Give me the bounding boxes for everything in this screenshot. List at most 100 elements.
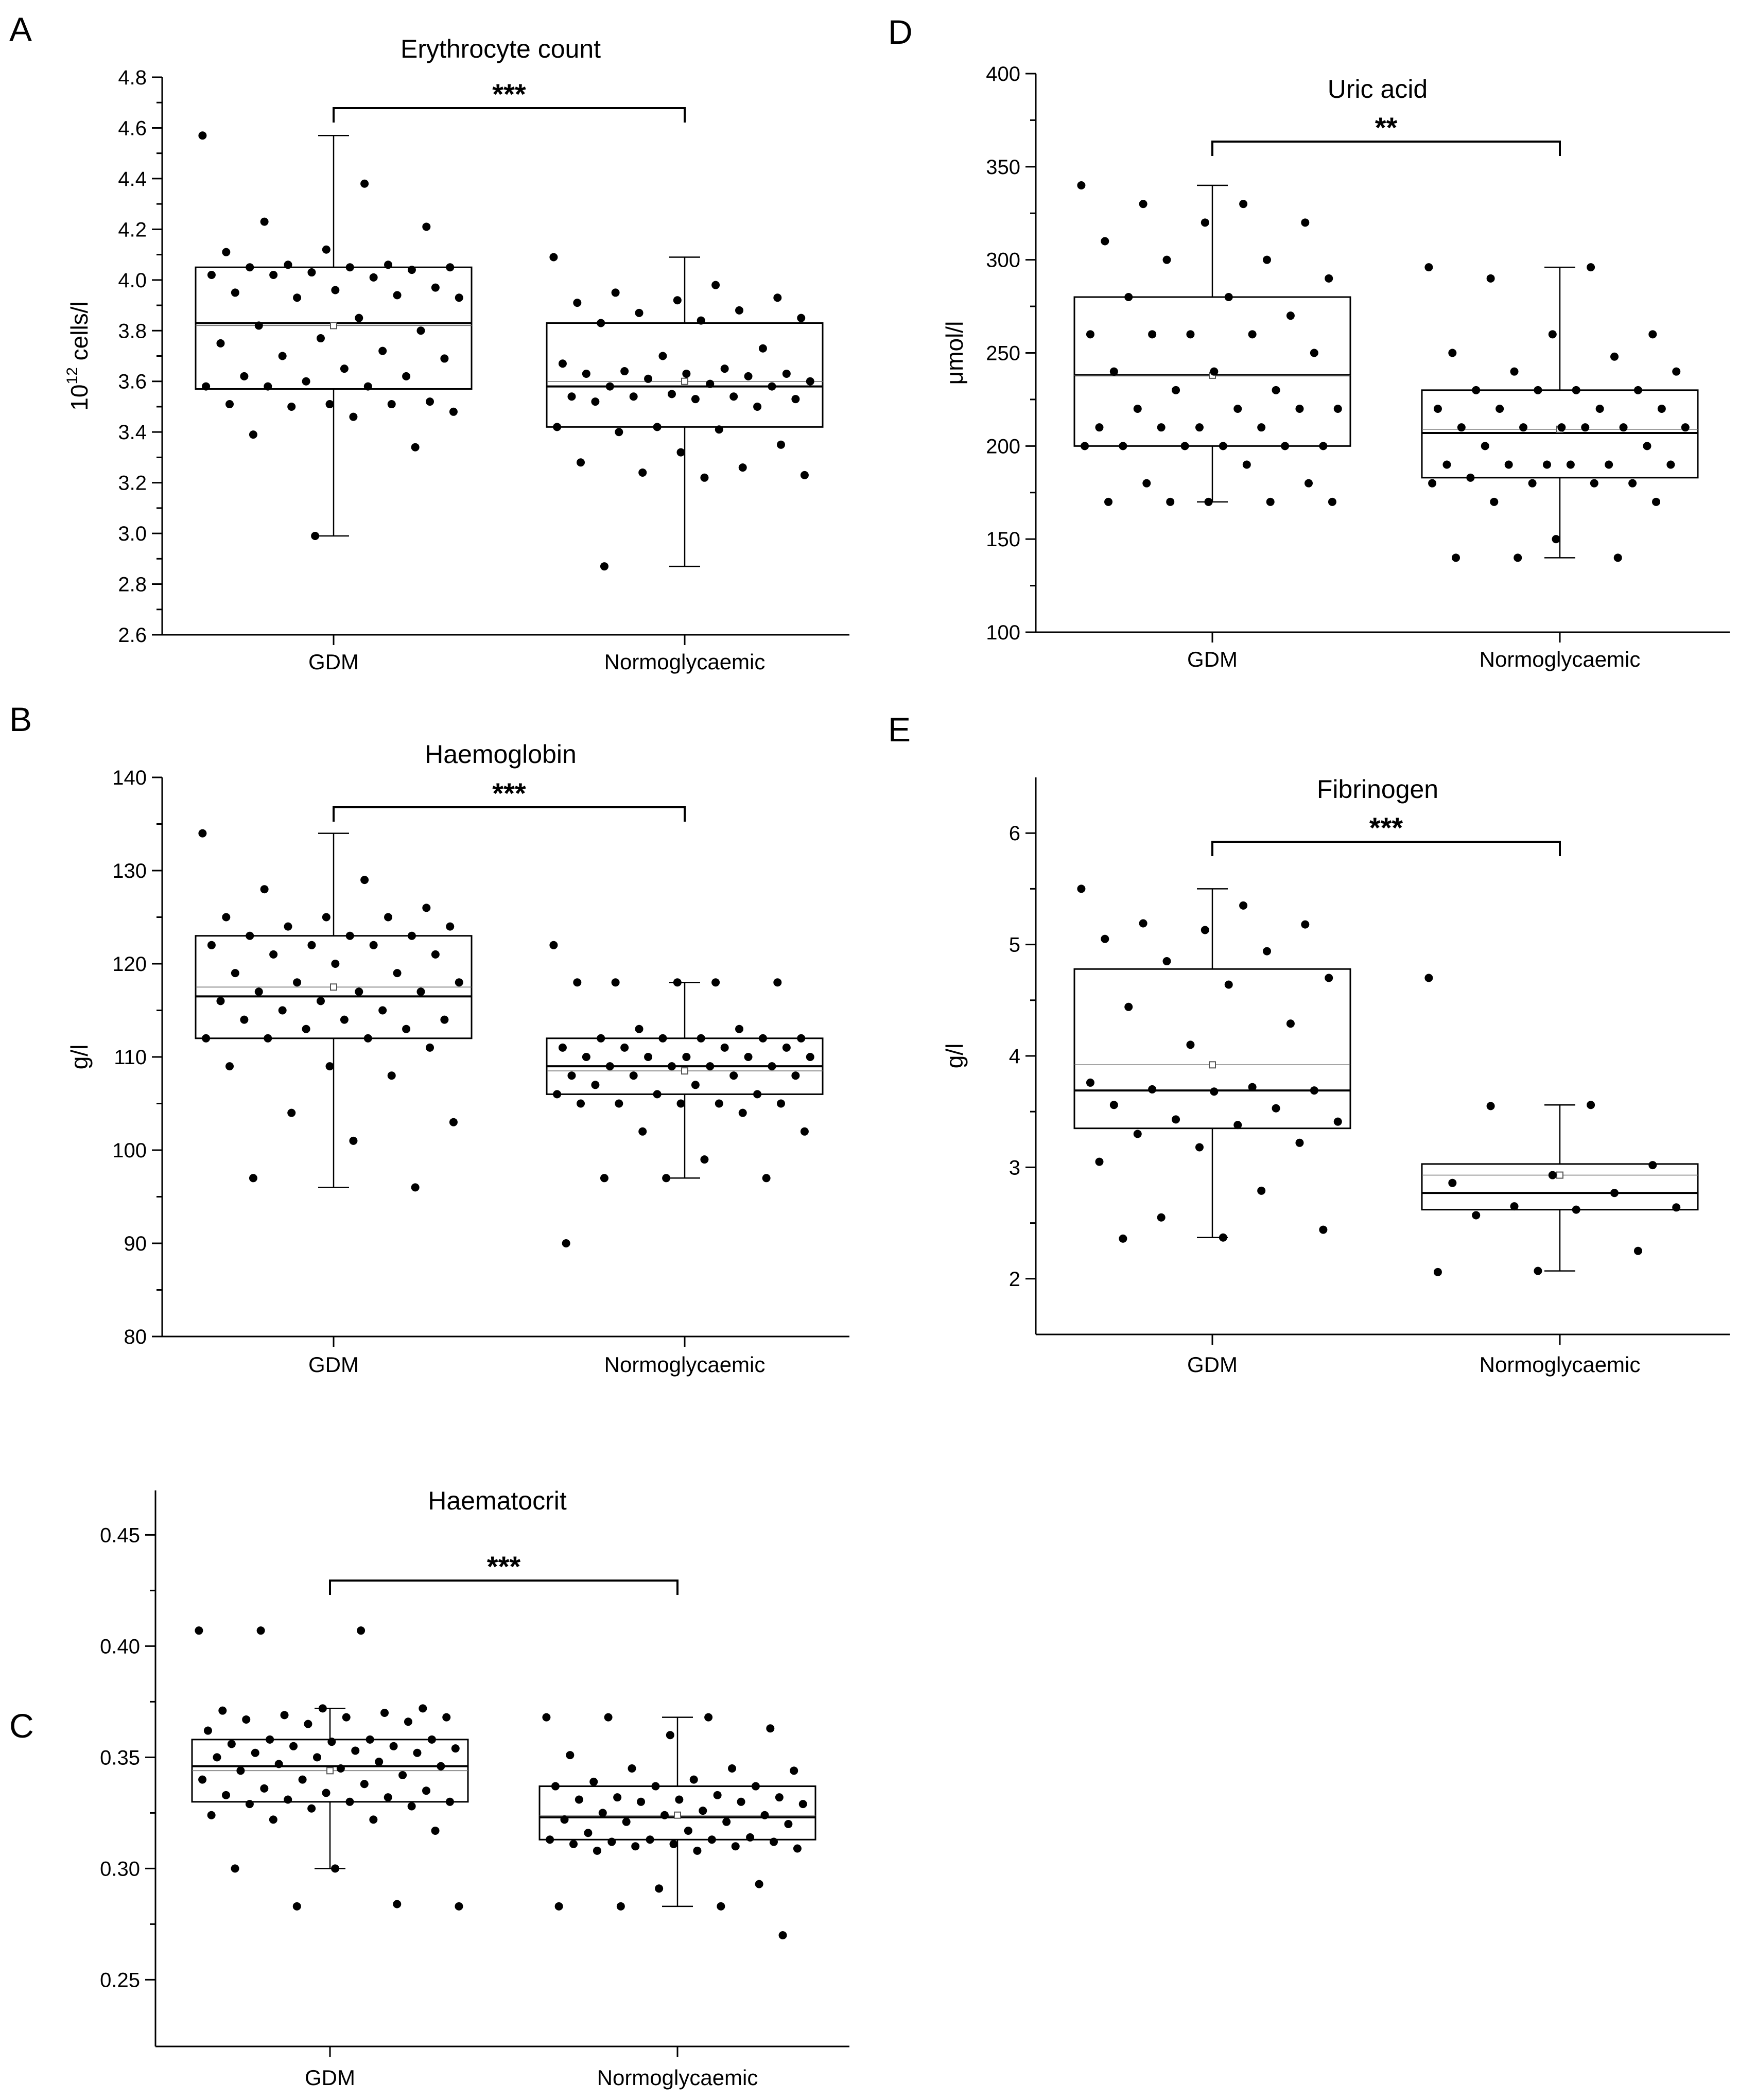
data-point	[419, 1704, 427, 1713]
data-point	[249, 1174, 257, 1183]
data-point	[407, 1802, 416, 1811]
data-point	[573, 299, 582, 307]
data-point	[422, 904, 431, 912]
data-point	[1172, 386, 1180, 394]
data-point	[236, 1766, 245, 1775]
data-point	[620, 1043, 629, 1052]
data-point	[600, 562, 608, 571]
data-point	[1490, 497, 1499, 506]
data-point	[1095, 423, 1104, 432]
data-point	[440, 1015, 449, 1024]
data-point	[1486, 1102, 1495, 1110]
data-point	[589, 1777, 598, 1786]
y-tick-label: 300	[986, 249, 1020, 272]
data-point	[1157, 1213, 1166, 1222]
box-iqr	[195, 266, 473, 390]
data-point	[449, 407, 458, 416]
data-point	[1610, 1189, 1619, 1197]
category-label: GDM	[305, 2066, 355, 2090]
data-point	[697, 1034, 705, 1043]
data-point	[345, 931, 354, 940]
data-point	[1424, 974, 1433, 982]
box-iqr	[1421, 1163, 1699, 1211]
data-point	[604, 1713, 613, 1722]
data-point	[697, 316, 705, 325]
data-point	[667, 1062, 676, 1071]
data-point	[707, 1835, 716, 1844]
data-point	[615, 1099, 623, 1108]
data-point	[1590, 479, 1598, 488]
data-point	[782, 1043, 791, 1052]
data-point	[331, 286, 340, 294]
data-point	[758, 344, 767, 353]
data-point	[1081, 442, 1089, 450]
category-label: GDM	[308, 1352, 359, 1377]
box-iqr	[538, 1785, 816, 1841]
data-point	[770, 1837, 778, 1846]
bracket-line	[333, 107, 686, 123]
data-point	[1166, 497, 1175, 506]
data-point	[637, 1797, 646, 1806]
bracket-line	[329, 1580, 679, 1595]
data-point	[1162, 255, 1171, 264]
y-tick-label: 5	[1009, 934, 1020, 957]
data-point	[605, 1062, 614, 1071]
data-point	[1086, 1078, 1094, 1087]
data-point	[1428, 479, 1437, 488]
data-point	[1172, 1115, 1180, 1124]
data-point	[644, 1053, 653, 1061]
data-point	[384, 1793, 392, 1802]
data-point	[655, 1884, 664, 1893]
data-point	[593, 1846, 601, 1855]
significance-bracket: ***	[333, 777, 686, 822]
data-point	[325, 400, 334, 409]
panel-letter: C	[9, 1707, 34, 1745]
data-point	[413, 1748, 422, 1757]
data-point	[1195, 1143, 1204, 1152]
data-point	[284, 261, 292, 269]
y-tick-label: 120	[112, 953, 147, 976]
box-gdm	[195, 131, 473, 541]
y-tick-label: 140	[112, 767, 147, 789]
data-point	[1619, 423, 1628, 432]
data-point	[744, 372, 753, 380]
data-point	[366, 1735, 374, 1744]
data-point	[806, 1053, 814, 1061]
significance-label: **	[1375, 111, 1398, 144]
data-point	[1572, 386, 1580, 394]
data-point	[1272, 1104, 1280, 1113]
mean-marker	[1209, 1061, 1216, 1069]
data-point	[222, 1791, 231, 1799]
data-point	[735, 306, 744, 315]
data-point	[455, 293, 463, 302]
box-gdm	[1073, 181, 1351, 506]
data-point	[567, 1071, 576, 1080]
y-tick-label: 3.6	[118, 371, 147, 393]
mean-marker	[681, 377, 688, 385]
data-point	[1201, 218, 1209, 227]
data-point	[760, 1811, 769, 1819]
y-tick-label: 400	[986, 63, 1020, 85]
data-point	[666, 1731, 674, 1740]
data-point	[720, 1043, 729, 1052]
data-point	[195, 1626, 203, 1635]
y-tick-label: 90	[124, 1233, 147, 1255]
data-point	[245, 1800, 254, 1809]
y-axis-label: 1012 cells/l	[64, 301, 93, 410]
data-point	[336, 1764, 345, 1773]
data-point	[638, 1127, 647, 1136]
category-label: Normoglycaemic	[1480, 1352, 1641, 1377]
data-point	[363, 1034, 372, 1043]
data-point	[1605, 460, 1613, 469]
data-point	[628, 1764, 636, 1773]
data-point	[254, 321, 263, 330]
data-point	[363, 382, 372, 391]
data-point	[669, 1839, 678, 1848]
data-point	[1086, 330, 1094, 339]
data-point	[598, 1809, 607, 1817]
box-iqr	[546, 322, 824, 428]
box-iqr	[1073, 296, 1351, 447]
data-point	[1325, 974, 1333, 982]
data-point	[384, 913, 393, 922]
significance-bracket: ***	[1211, 811, 1561, 856]
